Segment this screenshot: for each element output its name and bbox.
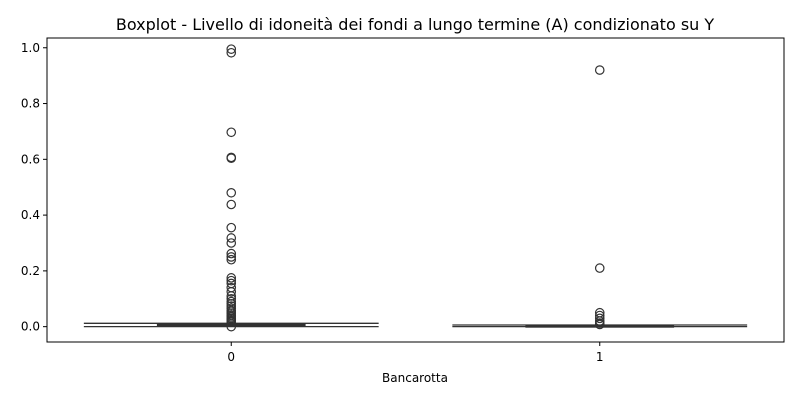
outlier-point	[594, 313, 605, 324]
outlier-point	[226, 127, 237, 138]
outlier-point	[594, 263, 605, 273]
outlier-point	[226, 248, 237, 259]
plot-frame	[46, 37, 785, 343]
box-group-0	[83, 44, 379, 332]
outlier-point	[226, 275, 237, 286]
outlier-point	[226, 321, 237, 332]
outlier-point	[226, 286, 237, 297]
outlier-point	[226, 252, 237, 262]
plot-area	[83, 44, 748, 332]
outlier-point	[226, 233, 237, 243]
outlier-point	[226, 47, 237, 58]
x-tick-label: 0	[227, 350, 235, 364]
y-tick-label: 1.0	[21, 41, 40, 55]
outlier-point	[594, 319, 605, 330]
outlier-point	[226, 293, 237, 304]
y-axis: 0.0 0.2 0.4 0.6 0.8 1.0	[21, 41, 47, 334]
x-tick-label: 1	[596, 350, 604, 364]
outlier-point	[226, 238, 237, 248]
outlier-point	[226, 254, 237, 265]
y-tick-label: 0.4	[21, 208, 40, 222]
y-tick-label: 0.0	[21, 320, 40, 334]
outlier-point	[226, 222, 237, 233]
outlier-point	[226, 187, 237, 198]
y-tick-label: 0.6	[21, 152, 40, 166]
x-axis-label: Bancarotta	[382, 371, 448, 385]
chart-title: Boxplot - Livello di idoneità dei fondi …	[116, 15, 715, 34]
y-tick-label: 0.2	[21, 264, 40, 278]
outlier-point	[226, 273, 237, 283]
y-tick-label: 0.8	[21, 97, 40, 111]
outlier-point	[226, 153, 237, 164]
outlier-point	[226, 317, 237, 327]
box-group-1	[452, 65, 748, 330]
outlier-point	[226, 44, 237, 54]
outlier-point	[226, 199, 237, 210]
outlier-point	[594, 65, 605, 75]
